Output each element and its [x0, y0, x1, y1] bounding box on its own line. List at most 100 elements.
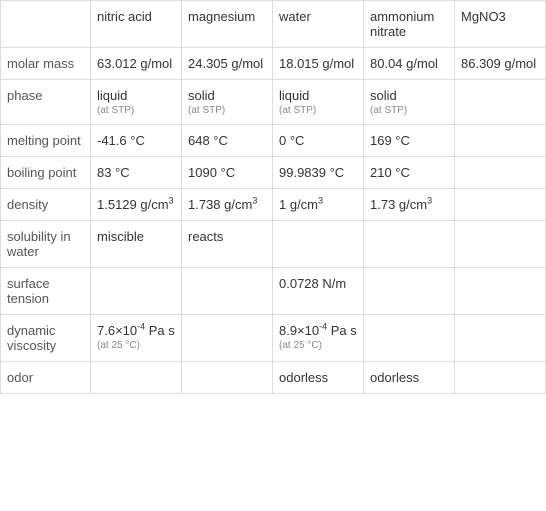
cell-value: -41.6 °C — [97, 133, 145, 148]
row-label: boiling point — [1, 157, 91, 189]
table-cell: 0.0728 N/m — [273, 268, 364, 315]
row-label: odor — [1, 362, 91, 394]
table-cell: 24.305 g/mol — [182, 48, 273, 80]
table-cell — [455, 221, 546, 268]
table-cell: 1090 °C — [182, 157, 273, 189]
table-cell: odorless — [273, 362, 364, 394]
table-cell: 1 g/cm3 — [273, 189, 364, 221]
table-cell: liquid(at STP) — [91, 80, 182, 125]
cell-superscript: 3 — [169, 196, 174, 206]
cell-value: 169 °C — [370, 133, 410, 148]
cell-note: (at STP) — [188, 105, 266, 116]
cell-value: 83 °C — [97, 165, 130, 180]
cell-value: solid — [370, 88, 397, 103]
table-cell: 648 °C — [182, 125, 273, 157]
cell-value: 1.5129 g/cm — [97, 197, 169, 212]
table-header-row: nitric acid magnesium water ammonium nit… — [1, 1, 546, 48]
table-row: density1.5129 g/cm31.738 g/cm31 g/cm31.7… — [1, 189, 546, 221]
table-cell: 99.9839 °C — [273, 157, 364, 189]
table-cell: 80.04 g/mol — [364, 48, 455, 80]
cell-value: liquid — [97, 88, 127, 103]
header-mgno3: MgNO3 — [455, 1, 546, 48]
cell-value: 18.015 g/mol — [279, 56, 354, 71]
header-blank — [1, 1, 91, 48]
table-cell: 1.5129 g/cm3 — [91, 189, 182, 221]
cell-value: 99.9839 °C — [279, 165, 344, 180]
cell-superscript: 3 — [427, 196, 432, 206]
table-cell — [455, 125, 546, 157]
cell-superscript: -4 — [137, 322, 145, 332]
table-row: boiling point 83 °C 1090 °C 99.9839 °C 210 °… — [1, 157, 546, 189]
cell-value: 63.012 g/mol — [97, 56, 172, 71]
cell-value: odorless — [279, 370, 328, 385]
table-cell: 86.309 g/mol — [455, 48, 546, 80]
cell-value: 1.738 g/cm — [188, 197, 252, 212]
table-cell — [455, 80, 546, 125]
cell-value: 24.305 g/mol — [188, 56, 263, 71]
table-cell — [364, 221, 455, 268]
cell-note: (at STP) — [279, 105, 357, 116]
row-label: molar mass — [1, 48, 91, 80]
table-body: molar mass 63.012 g/mol 24.305 g/mol 18.015… — [1, 48, 546, 394]
cell-note: (at 25 °C) — [97, 340, 175, 351]
table-cell — [455, 189, 546, 221]
cell-prefix: 8.9×10 — [279, 323, 319, 338]
row-label: phase — [1, 80, 91, 125]
cell-prefix: 7.6×10 — [97, 323, 137, 338]
cell-superscript: 3 — [318, 196, 323, 206]
cell-value: miscible — [97, 229, 144, 244]
table-cell: 210 °C — [364, 157, 455, 189]
table-cell: 18.015 g/mol — [273, 48, 364, 80]
table-cell: 1.73 g/cm3 — [364, 189, 455, 221]
cell-value: solid — [188, 88, 215, 103]
table-row: solubility in water miscible reacts — [1, 221, 546, 268]
table-cell — [182, 268, 273, 315]
header-ammonium-nitrate: ammonium nitrate — [364, 1, 455, 48]
cell-note: (at STP) — [370, 105, 448, 116]
cell-value: odorless — [370, 370, 419, 385]
cell-note: (at 25 °C) — [279, 340, 357, 351]
cell-value: reacts — [188, 229, 223, 244]
row-label: dynamic viscosity — [1, 315, 91, 362]
cell-value: 0 °C — [279, 133, 304, 148]
table-row: melting point -41.6 °C 648 °C 0 °C 169 °C — [1, 125, 546, 157]
row-label: solubility in water — [1, 221, 91, 268]
table-cell: reacts — [182, 221, 273, 268]
table-cell: solid (at STP) — [364, 80, 455, 125]
cell-value: 648 °C — [188, 133, 228, 148]
cell-value: 1090 °C — [188, 165, 235, 180]
table-row: phaseliquid(at STP)solid(at STP)liquid(a… — [1, 80, 546, 125]
cell-suffix: Pa s — [145, 323, 175, 338]
table-cell — [364, 268, 455, 315]
table-cell — [91, 362, 182, 394]
table-row: odor odorless odorless — [1, 362, 546, 394]
table-cell: 83 °C — [91, 157, 182, 189]
header-nitric-acid: nitric acid — [91, 1, 182, 48]
table-cell: 1.738 g/cm3 — [182, 189, 273, 221]
cell-value: liquid — [279, 88, 309, 103]
table-cell — [273, 221, 364, 268]
table-row: dynamic viscosity 7.6×10-4 Pa s (at 25 °C)… — [1, 315, 546, 362]
cell-value: 1.73 g/cm — [370, 197, 427, 212]
cell-value: 1 g/cm — [279, 197, 318, 212]
table-cell: odorless — [364, 362, 455, 394]
header-water: water — [273, 1, 364, 48]
row-label: melting point — [1, 125, 91, 157]
cell-value: 80.04 g/mol — [370, 56, 438, 71]
row-label: surface tension — [1, 268, 91, 315]
table-cell — [182, 315, 273, 362]
table-cell: 0 °C — [273, 125, 364, 157]
table-row: surface tension 0.0728 N/m — [1, 268, 546, 315]
table-cell — [455, 157, 546, 189]
table-cell — [182, 362, 273, 394]
table-cell — [455, 268, 546, 315]
cell-value: 86.309 g/mol — [461, 56, 536, 71]
table-cell: miscible — [91, 221, 182, 268]
cell-value: 210 °C — [370, 165, 410, 180]
table-row: molar mass 63.012 g/mol 24.305 g/mol 18.015… — [1, 48, 546, 80]
table-cell: 169 °C — [364, 125, 455, 157]
table-cell — [455, 362, 546, 394]
table-cell: liquid (at STP) — [273, 80, 364, 125]
table-cell: 7.6×10-4 Pa s (at 25 °C) — [91, 315, 182, 362]
table-cell: -41.6 °C — [91, 125, 182, 157]
